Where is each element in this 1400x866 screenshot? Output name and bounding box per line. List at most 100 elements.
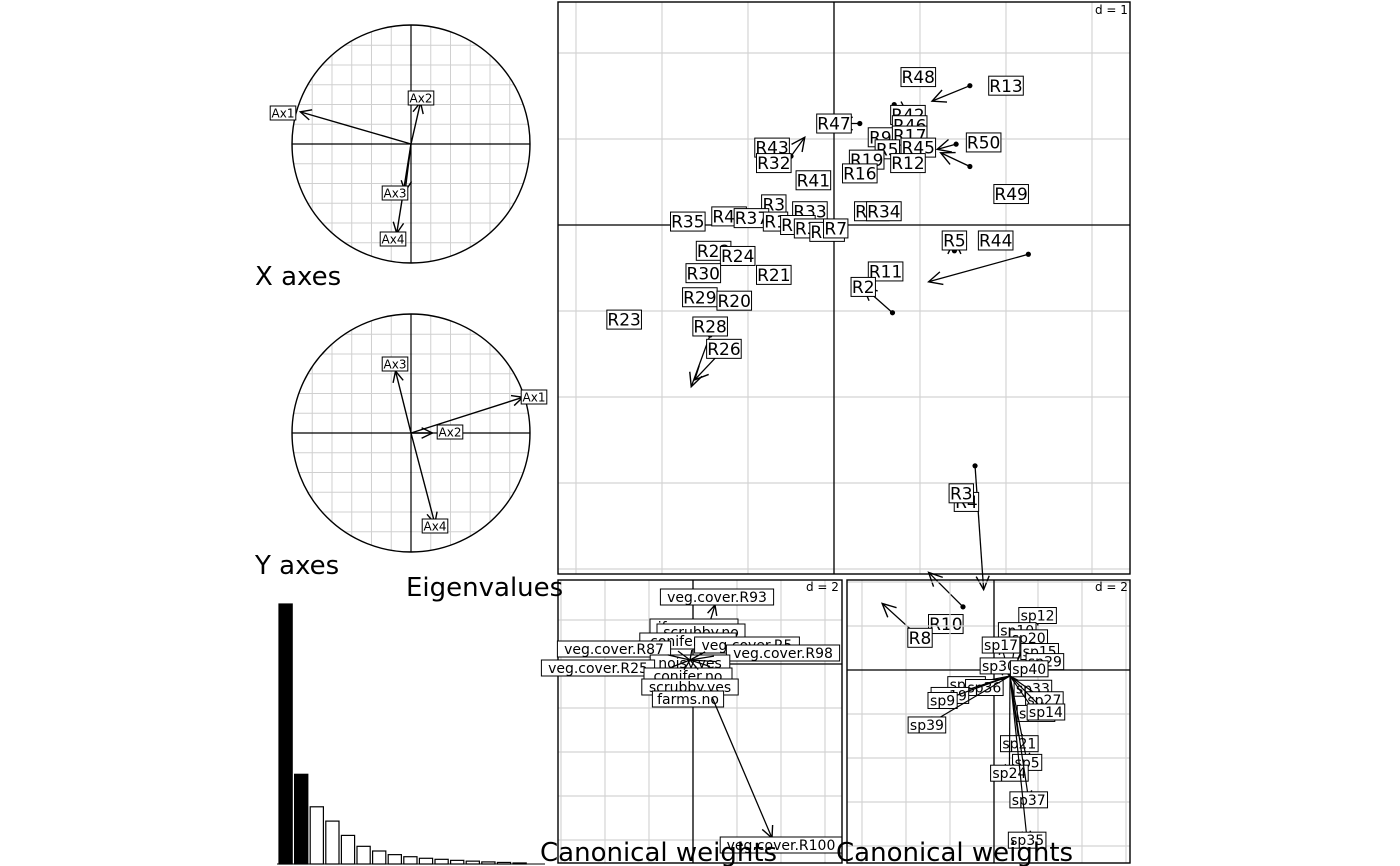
main-sample-r49-arrowhead <box>939 151 956 165</box>
y-axes-label-ax1: Ax1 <box>523 390 546 404</box>
cwl-label-6-box <box>556 640 672 658</box>
canonical-weights-left-title: Canonical weights <box>540 838 777 866</box>
cwr-grid <box>847 580 1130 863</box>
cwr-label-sp37-arrow <box>1009 675 1030 800</box>
main-sample-r50-label-box <box>965 132 1002 153</box>
y-axes-title: Y axes <box>254 551 339 581</box>
eigen-bar <box>512 862 527 865</box>
x-axes-arrow-ax1 <box>300 111 412 145</box>
y-axes-panel: Ax1 Ax2 Ax3 Ax4 <box>291 313 548 553</box>
cwr-label-sp9: sp9 <box>930 694 955 710</box>
eigen-bar <box>387 854 403 865</box>
main-sample-r34-label-box <box>866 201 902 222</box>
main-sample-r11-label-box <box>867 261 904 282</box>
cwl-arrow-cluster <box>677 650 691 661</box>
cwr-label-sp5-arrow <box>1009 675 1028 763</box>
main-sample-r21-label: R21 <box>757 266 790 286</box>
cwr-label-sp30: sp30 <box>982 659 1016 675</box>
cwl-label-11-box <box>651 690 725 708</box>
main-sample-r16-label: R16 <box>843 165 876 185</box>
x-axes-label-ax2: Ax2 <box>410 91 433 105</box>
main-sample-r43-arrow <box>790 136 806 157</box>
main-sample-r20-label: R20 <box>718 292 751 312</box>
main-sample-r48-label: R48 <box>902 68 935 88</box>
main-sample-r47-label: R47 <box>817 115 850 135</box>
cwl-scale-label: d = 2 <box>806 580 839 594</box>
eigenvalues-panel <box>277 603 545 865</box>
main-sample-r50-point <box>953 141 959 147</box>
cwl-arrow-cluster <box>689 659 699 670</box>
main-sample-r43-arrowhead <box>791 135 806 153</box>
main-sample-r26-label-box <box>706 338 742 359</box>
main-sample-r24-label-box <box>719 245 756 266</box>
cwr-label-sp14-box <box>1026 703 1066 721</box>
y-axes-arrowhead-ax2 <box>421 427 435 439</box>
cwl-label-0: veg.cover.R93 <box>667 590 767 606</box>
cwl-arrow-cluster <box>671 659 691 668</box>
cwr-label-sp35-box <box>1007 831 1047 849</box>
x-axes-arrow-ax4 <box>404 143 412 192</box>
main-sample-r47-point <box>857 120 863 127</box>
main-sample-r7-label-box <box>823 218 849 239</box>
main-sample-r48-label-box <box>900 67 937 88</box>
cwl-frame <box>557 579 843 864</box>
eigen-bar <box>465 860 481 865</box>
eigenvalues-title: Eigenvalues <box>406 573 563 603</box>
cwr-label-sp37-box <box>1009 791 1049 809</box>
cwl-arrow-cluster <box>683 659 691 671</box>
main-sample-r8-label: R8 <box>909 629 932 649</box>
x-axes-label-ax1-box <box>269 105 297 121</box>
main-sample-r10-label-box <box>928 614 964 635</box>
cwl-label-12: veg.cover.R100 <box>727 838 836 854</box>
main-sample-r32-label-box <box>756 153 792 174</box>
x-axes-arrowhead-ax1 <box>298 109 313 121</box>
x-axes-label-ax1: Ax1 <box>272 106 295 120</box>
cwr-label-sp24-arrow <box>1008 675 1011 774</box>
main-sample-r44-label: R44 <box>979 232 1012 252</box>
cwr-scale-label: d = 2 <box>1095 580 1128 594</box>
cwr-label-sp17-box <box>981 636 1021 654</box>
main-sample-r3b-label: R3 <box>950 484 973 504</box>
cwr-label-sp24: sp24 <box>992 766 1026 782</box>
main-sample-r3b-label-box <box>948 483 974 504</box>
x-axes-label-ax2-box <box>407 90 435 106</box>
eigen-bar <box>372 850 387 865</box>
main-sample-r28-arrowhead <box>689 371 703 389</box>
eigen-bar <box>356 845 371 865</box>
main-sample-r16-label-box <box>842 163 878 184</box>
main-sample-r44-arrowhead <box>927 271 944 286</box>
cwl-arrow-cluster <box>689 659 711 668</box>
main-sample-r12-label: R12 <box>891 154 924 174</box>
main-sample-r21-label-box <box>756 264 792 285</box>
cwl-label-12-box <box>719 836 843 854</box>
main-sample-r32-label: R32 <box>757 154 790 174</box>
x-axes-label-ax4-box <box>379 231 407 247</box>
main-sample-r26-arrowhead <box>693 365 709 381</box>
canonical-weights-left-panel: d = 2veg.cover.R93ifarms.yesscrubby.noco… <box>540 579 843 864</box>
x-axes-label-ax3: Ax3 <box>384 186 407 200</box>
main-sample-r24-label: R24 <box>721 247 754 267</box>
main-sample-r49-point <box>967 163 973 170</box>
cwr-label-sp39: sp39 <box>910 718 944 734</box>
main-scores-panel: d = 1R48R13R42R47R46R9R17R45R50R5R49R19R… <box>557 1 1131 649</box>
y-axes-label-ax4: Ax4 <box>424 519 447 533</box>
main-sample-r50-arrowhead <box>935 138 953 153</box>
main-sample-r44-label-box <box>977 230 1014 251</box>
cwr-label-sp14: sp14 <box>1029 705 1063 721</box>
cwl-arrow-cluster <box>689 649 693 661</box>
main-sample-r2-label: R2 <box>852 278 875 298</box>
main-sample-r50-arrow <box>937 143 957 150</box>
cwr-label-sp40-box <box>1009 660 1049 678</box>
main-sample-r11-label: R11 <box>869 263 902 283</box>
y-axes-label-ax3: Ax3 <box>384 357 407 371</box>
main-sample-r13-label: R13 <box>989 77 1022 97</box>
x-axes-label-ax3-box <box>381 185 409 201</box>
cwr-label-sp12: sp12 <box>1021 609 1055 625</box>
cwl-arrow-long <box>711 696 773 839</box>
cwl-label-11: farms.no <box>657 692 719 708</box>
x-axes-title: X axes <box>255 262 341 292</box>
cwr-label-sp39-box <box>907 716 947 734</box>
eigen-bar <box>340 834 356 865</box>
y-axes-label-ax4-box <box>421 518 449 534</box>
